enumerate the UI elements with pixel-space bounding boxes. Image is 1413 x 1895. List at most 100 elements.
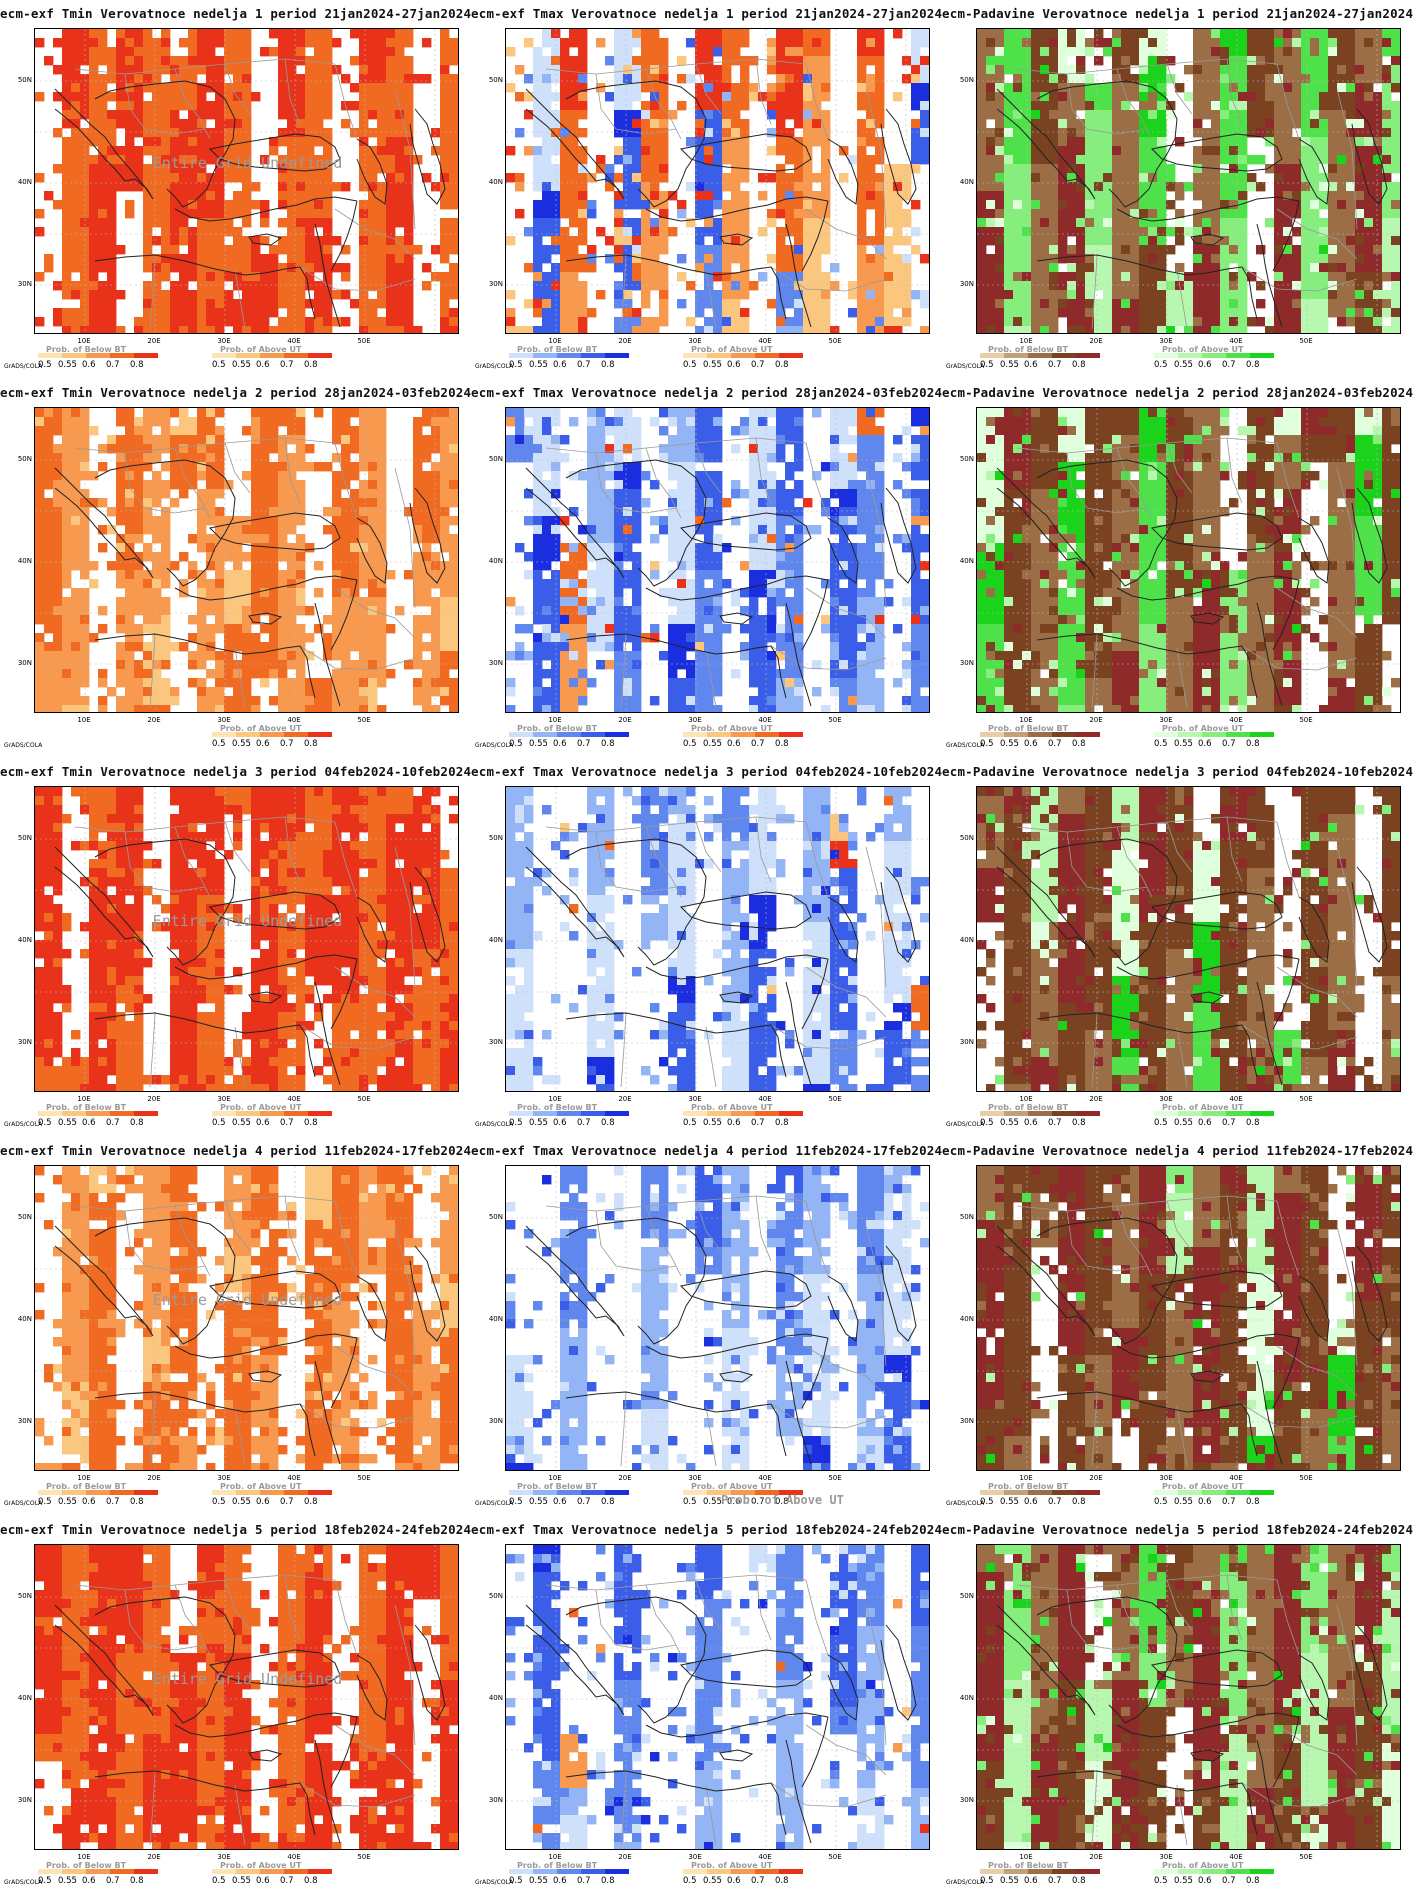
country-border (1176, 1026, 1188, 1088)
legend-tick: 0.6 (1198, 360, 1212, 370)
legend-tick: 0.6 (82, 1118, 96, 1128)
coastline (409, 1245, 446, 1342)
legend-strip (509, 1869, 629, 1874)
legend-tick: 0.5 (509, 1876, 523, 1886)
legend-tick: 0.6 (82, 1876, 96, 1886)
country-border (755, 816, 772, 883)
coastline (330, 200, 358, 272)
legend-swatch (581, 1111, 605, 1116)
country-border (545, 437, 807, 454)
legend-tick: 0.7 (106, 1497, 120, 1507)
legend-tick: 0.55 (1000, 739, 1019, 749)
map-panel: ecm-Padavine Verovatnoce nedelja 4 perio… (942, 1137, 1413, 1516)
legend-tick: 0.8 (1072, 360, 1086, 370)
legend-tick: 0.7 (106, 1876, 120, 1886)
probability-map: Entire Grid Undefined (34, 1544, 459, 1850)
coastline (94, 459, 236, 587)
probability-cells (506, 1166, 929, 1470)
country-border (284, 1574, 301, 1641)
legend-swatch (1202, 353, 1226, 358)
country-border (149, 1770, 156, 1846)
legend-swatch (1226, 732, 1250, 737)
coastline (996, 88, 1096, 200)
country-border (224, 63, 251, 115)
legend-tick: 0.5 (1154, 1118, 1168, 1128)
country-border (334, 1345, 416, 1397)
legend-tick: 0.5 (1154, 739, 1168, 749)
longitude-label: 40E (1229, 716, 1243, 724)
legend-tick: 0.6 (256, 360, 270, 370)
latitude-label: 40N (959, 557, 974, 565)
legend-tick: 0.55 (232, 360, 251, 370)
coastline (719, 233, 754, 246)
longitude-label: 50E (1299, 716, 1313, 724)
country-border (595, 73, 677, 135)
coastline (208, 891, 341, 930)
legend-tick: 0.8 (775, 1118, 789, 1128)
legend-swatch (86, 1490, 110, 1495)
coastline (801, 958, 829, 1030)
country-border (1336, 846, 1358, 988)
map-canvas (506, 787, 929, 1091)
country-border (620, 1012, 627, 1088)
legend-swatch (683, 1490, 707, 1495)
country-border (1276, 1200, 1300, 1277)
country-border (1241, 645, 1358, 671)
legend-swatch (236, 1869, 260, 1874)
legend-tick: 0.7 (1222, 1118, 1236, 1128)
legend-swatch (605, 732, 629, 737)
country-border (770, 1403, 887, 1429)
color-legend: Prob. of Above UT 0.5 0.55 0.6 0.7 0.8 (1154, 724, 1274, 751)
legend-tick: 0.6 (256, 1497, 270, 1507)
coastline (54, 88, 154, 200)
longitude-label: 40E (287, 337, 301, 345)
country-border (695, 442, 722, 494)
map-panel: ecm-Padavine Verovatnoce nedelja 3 perio… (942, 758, 1413, 1137)
legend-tick: 0.8 (775, 1876, 789, 1886)
legend-swatch (581, 1869, 605, 1874)
legend-swatch (62, 1490, 86, 1495)
coastline (94, 838, 236, 966)
legend-strip (1154, 1869, 1274, 1874)
longitude-label: 50E (828, 716, 842, 724)
country-border (1166, 821, 1193, 873)
legend-tick: 0.5 (212, 1876, 226, 1886)
legend-tick: 0.55 (529, 739, 548, 749)
country-border (224, 1200, 251, 1252)
country-border (1176, 268, 1188, 330)
grads-credit: GrADS/COLA (4, 363, 43, 370)
legend-swatch (1076, 1111, 1100, 1116)
coastline (565, 1770, 787, 1836)
legend-tick: 0.8 (1072, 739, 1086, 749)
longitude-label: 10E (548, 1474, 562, 1482)
probability-cells (506, 787, 929, 1091)
country-border (1276, 587, 1358, 639)
country-border (1116, 1205, 1153, 1277)
legend-strip (980, 353, 1100, 358)
latitude-label: 30N (959, 1038, 974, 1046)
probability-cells (35, 787, 458, 1091)
longitude-label: 20E (147, 1853, 161, 1861)
coastline (565, 633, 787, 699)
legend-swatch (1076, 1490, 1100, 1495)
latitude-label: 30N (17, 659, 32, 667)
coastline (1298, 1275, 1330, 1342)
longitude-label: 50E (1299, 337, 1313, 345)
country-border (234, 1784, 246, 1846)
longitude-label: 50E (357, 716, 371, 724)
country-border (334, 1200, 358, 1277)
coastline (785, 981, 812, 1086)
coastline (880, 487, 917, 584)
country-border (1116, 68, 1153, 140)
legend-caption: Prob. of Above UT (1162, 1103, 1244, 1112)
legend-tick: 0.55 (529, 1118, 548, 1128)
graticule (35, 1166, 458, 1470)
legend-tick: 0.7 (1048, 1876, 1062, 1886)
legend-tick: 0.7 (577, 360, 591, 370)
country-border (755, 1195, 772, 1262)
country-border (1226, 437, 1243, 504)
coastline (1272, 1337, 1300, 1409)
legend-swatch (62, 1111, 86, 1116)
coastline (248, 1749, 283, 1762)
coastline (248, 991, 283, 1004)
